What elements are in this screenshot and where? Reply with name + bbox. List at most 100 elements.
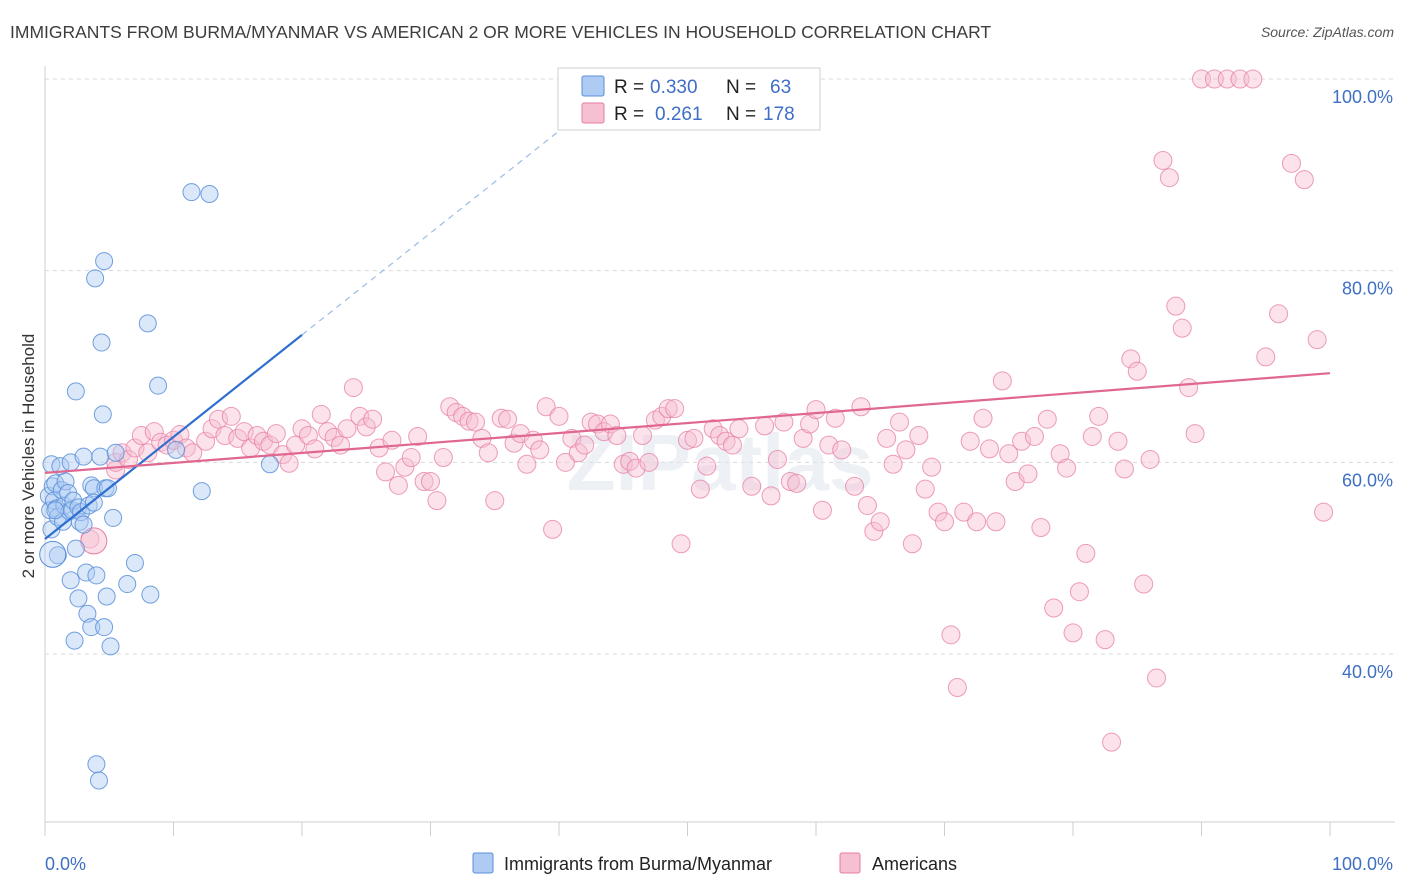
burma-point [48, 546, 67, 565]
americans-point [215, 426, 235, 445]
americans-point [1044, 598, 1064, 618]
americans-point [1012, 431, 1032, 451]
americans-point [767, 449, 787, 469]
burma-point [182, 183, 201, 202]
americans-point [665, 399, 685, 419]
burma-point [77, 563, 96, 582]
burma-points [39, 183, 279, 790]
x-tick-labels: 0.0% 100.0% [45, 854, 1393, 874]
grid [45, 78, 1395, 655]
americans-point [999, 444, 1019, 464]
americans-point [1018, 464, 1038, 484]
americans-point [138, 443, 158, 463]
americans-point [1179, 378, 1199, 398]
trend-lines [44, 110, 1331, 540]
americans-point [857, 495, 877, 515]
americans-point [1314, 502, 1334, 522]
americans-points [80, 69, 1334, 752]
americans-point [1089, 406, 1109, 426]
burma-point [89, 771, 108, 790]
americans-point [234, 422, 254, 442]
americans-point [1166, 296, 1186, 316]
americans-point [1153, 150, 1173, 170]
chart-source: Source: ZipAtlas.com [1260, 24, 1394, 40]
burma-trend-extension [301, 110, 586, 336]
burma-point [87, 566, 106, 585]
americans-point [1134, 574, 1154, 594]
americans-point [1050, 444, 1070, 464]
americans-point [1076, 543, 1096, 563]
burma-point [91, 447, 110, 466]
watermark: ZIPatlas [567, 418, 874, 507]
americans-point [722, 435, 742, 455]
americans-point [1243, 69, 1263, 89]
americans-point [1057, 458, 1077, 478]
americans-point [671, 534, 691, 554]
americans-point [504, 433, 524, 453]
americans-point [363, 409, 383, 429]
americans-point [1063, 623, 1083, 643]
americans-point [427, 491, 447, 511]
americans-point [761, 486, 781, 506]
americans-point [568, 443, 588, 463]
burma-point [41, 501, 60, 520]
americans-point [1147, 668, 1167, 688]
americans-point [125, 438, 145, 458]
americans-point [1121, 349, 1141, 369]
americans-point [780, 472, 800, 491]
americans-point [819, 435, 839, 455]
y-tick-label: 60.0% [1342, 470, 1393, 490]
americans-point [208, 409, 228, 429]
americans-point [1281, 153, 1301, 173]
americans-point [941, 625, 961, 645]
americans-point [1172, 318, 1192, 338]
legend-r-label: R = [614, 104, 644, 125]
americans-point [305, 439, 325, 459]
y-axis-title: 2 or more Vehicles in Household [19, 334, 38, 579]
americans-point [517, 454, 537, 474]
americans-point [279, 453, 299, 473]
americans-point [909, 426, 929, 445]
americans-point [1127, 361, 1147, 381]
americans-point [806, 400, 826, 420]
americans-point [356, 417, 376, 437]
americans-point [1114, 459, 1134, 479]
americans-point [549, 406, 569, 426]
x-tick-label: 100.0% [1332, 854, 1393, 874]
americans-point [729, 419, 749, 439]
americans-point [639, 452, 659, 472]
americans-point [594, 422, 614, 442]
legend-n-value: 63 [770, 77, 791, 98]
americans-point [1095, 630, 1115, 650]
americans-point [376, 462, 396, 482]
americans-point [697, 456, 717, 476]
americans-point [896, 440, 916, 460]
americans-point [491, 408, 511, 428]
americans-point [144, 422, 164, 442]
americans-point [221, 406, 241, 426]
americans-point [575, 435, 595, 455]
americans-point [478, 443, 498, 463]
burma-point [69, 589, 88, 608]
burma-point [65, 631, 84, 650]
americans-point [266, 424, 286, 444]
legend: R = 0.330 N = 63 R = 0.261 N = 178 [557, 67, 821, 131]
americans-point [1069, 582, 1089, 602]
americans-point [864, 521, 884, 541]
americans-point [986, 512, 1006, 532]
burma-point [78, 604, 97, 623]
americans-point [915, 479, 935, 499]
americans-point [755, 416, 775, 436]
americans-point [877, 428, 897, 448]
x-tick-label: 0.0% [45, 854, 86, 874]
americans-point [928, 502, 948, 522]
americans-point [1269, 304, 1289, 324]
americans-point [800, 414, 820, 434]
americans-point [742, 476, 762, 496]
americans-point [1024, 426, 1044, 446]
legend-n-value: 178 [763, 104, 795, 125]
legend-n-label: N = [726, 77, 756, 98]
burma-point [74, 515, 93, 534]
bottom-legend-label: Americans [872, 854, 957, 874]
